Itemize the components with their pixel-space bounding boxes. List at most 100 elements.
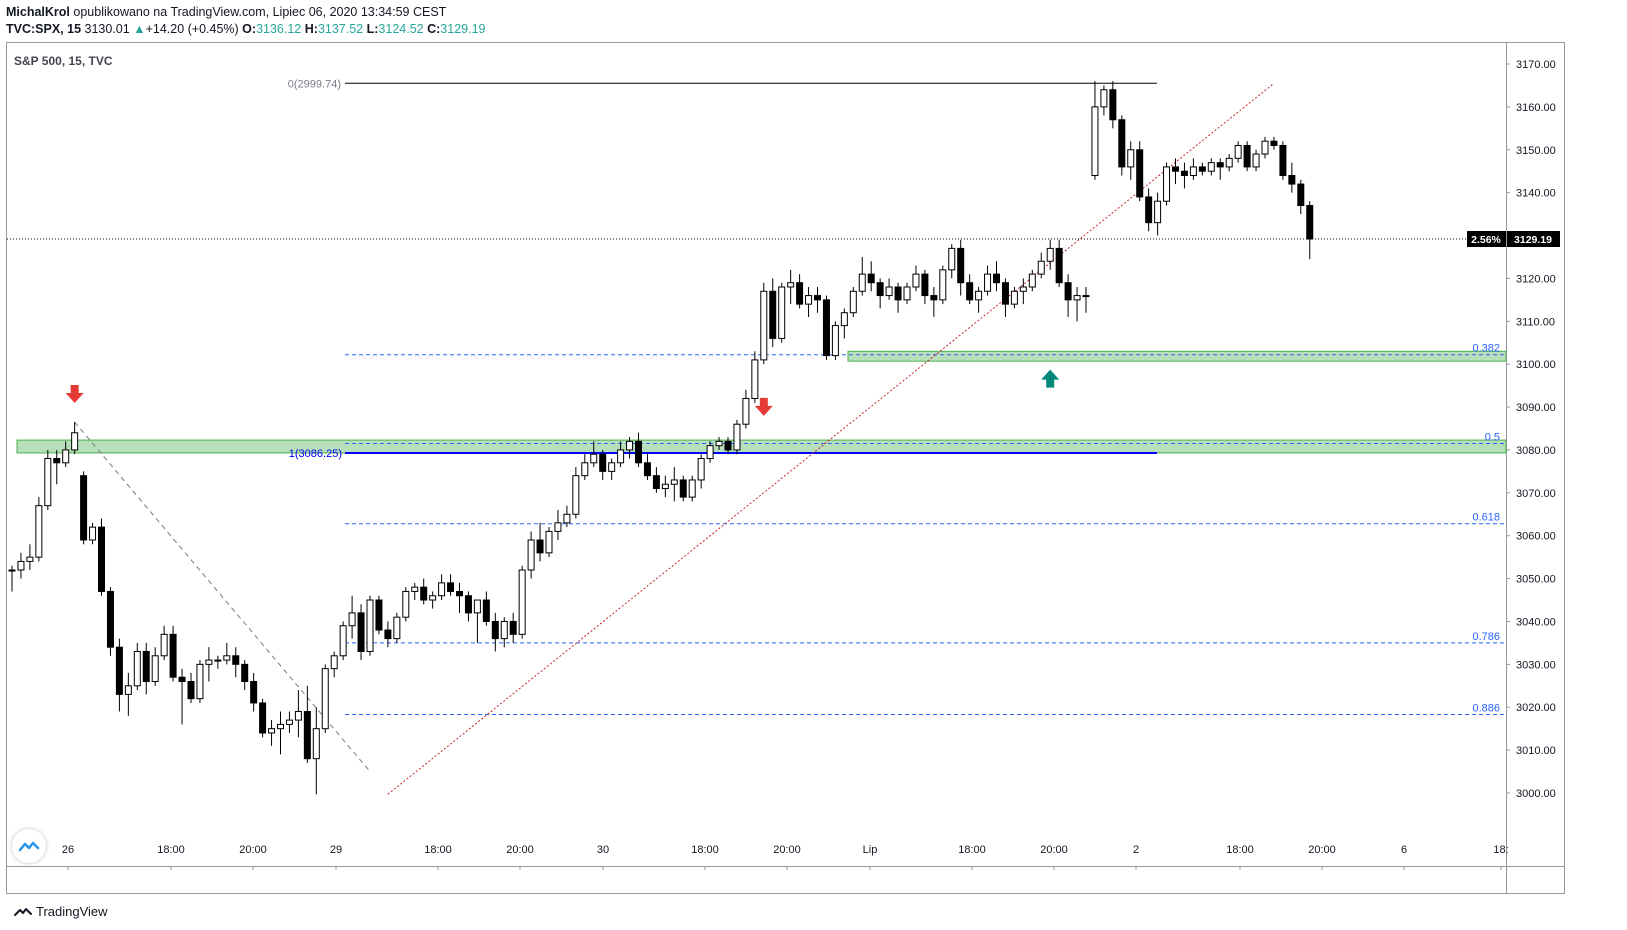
time-tick-label: 18:00 <box>958 844 986 856</box>
candle-body <box>760 290 768 361</box>
arrow-up-icon <box>1041 369 1060 388</box>
time-tick-label: 20:00 <box>1308 844 1336 856</box>
price-tick-label: 3010.00 <box>1516 745 1556 757</box>
candle-body <box>724 440 732 451</box>
candle <box>545 527 553 558</box>
candle-body <box>545 530 553 554</box>
arrow-down-icon <box>754 397 773 416</box>
candle <box>464 591 472 622</box>
candle <box>447 574 455 596</box>
candle-body <box>563 513 571 524</box>
time-tick-label: 18:00 <box>691 844 719 856</box>
candle <box>384 621 392 648</box>
candle <box>1234 141 1242 163</box>
candle <box>626 437 634 459</box>
candle-body <box>196 663 204 700</box>
candle-body <box>142 650 150 683</box>
candle-body <box>1001 282 1009 305</box>
time-tick-label: 18: <box>1493 844 1508 856</box>
price-tick-label: 3070.00 <box>1516 488 1556 500</box>
candle-body <box>464 595 472 614</box>
candle <box>482 591 490 626</box>
candle <box>894 282 902 313</box>
open-label: O: <box>242 22 257 36</box>
trend-lines[interactable] <box>74 82 1275 795</box>
price-tick-label: 3060.00 <box>1516 531 1556 543</box>
candle-body <box>89 526 97 541</box>
candle <box>733 419 741 455</box>
candle <box>106 587 114 656</box>
author-name[interactable]: MichalKrol <box>6 5 70 19</box>
chart-frame <box>6 42 1565 894</box>
candle <box>169 625 177 682</box>
candle-body <box>268 728 276 734</box>
candle <box>706 441 714 463</box>
time-axis[interactable]: 26 18:00 20:00 29 18:00 20:00 30 18:00 20:00 Lip 1… <box>62 844 1509 870</box>
arrow-down-icon <box>65 385 84 404</box>
price-value-badge <box>1507 231 1560 248</box>
candle-body <box>500 620 508 640</box>
candle <box>1297 179 1305 215</box>
tradingview-badge-icon[interactable] <box>12 829 46 863</box>
candle <box>742 389 750 429</box>
candles <box>8 81 1314 795</box>
candle <box>1001 278 1009 318</box>
candle-body <box>796 282 804 305</box>
candle-body <box>115 646 123 695</box>
candle <box>724 437 732 455</box>
candle-body <box>277 723 284 730</box>
candle <box>1279 141 1287 180</box>
candle-body <box>312 728 320 760</box>
candle-body <box>1234 144 1242 159</box>
candle-body <box>133 650 141 687</box>
candle-body <box>939 269 947 301</box>
candle <box>652 467 660 493</box>
candle-body <box>554 522 562 532</box>
candle <box>1100 85 1108 116</box>
candle <box>196 660 204 703</box>
candle-body <box>106 590 114 648</box>
candle-body <box>35 505 43 558</box>
candle-body <box>778 286 786 339</box>
candle-body <box>626 440 634 451</box>
fib-level-label: 0.618 <box>1472 512 1500 524</box>
close-value: 3129.19 <box>440 22 486 36</box>
candle <box>760 282 768 365</box>
support-zone <box>16 439 1507 454</box>
time-tick-label: 18:00 <box>424 844 452 856</box>
time-tick-label: Lip <box>863 844 878 856</box>
candle <box>339 621 347 661</box>
candle <box>1073 286 1081 322</box>
candle <box>849 286 857 318</box>
candle-body <box>71 432 79 451</box>
candle <box>402 587 410 622</box>
candle-body <box>885 286 893 297</box>
footer-brand[interactable]: TradingView <box>14 904 108 919</box>
fibonacci-retracement[interactable]: 0(2999.74) 0.382 0.5 0.618 0.786 0.886 1(3086.… <box>288 78 1506 716</box>
candle-body <box>581 462 589 477</box>
price-percent-label: 2.56% <box>1471 234 1501 246</box>
time-tick-label: 20:00 <box>1040 844 1068 856</box>
candle-body <box>1109 89 1117 121</box>
candle-body <box>590 453 598 464</box>
candle-body <box>509 620 517 635</box>
candle <box>805 286 813 318</box>
current-price: 2.56% 3129.19 <box>7 231 1560 248</box>
price-axis[interactable]: 3000.00 3010.00 3020.00 3030.00 3040.00 3050.… <box>1506 59 1556 800</box>
candle <box>178 668 186 725</box>
candle <box>8 565 16 592</box>
candle-body <box>482 599 490 622</box>
candle-body <box>17 560 25 571</box>
candle-body <box>294 711 302 721</box>
candle-body <box>321 668 329 730</box>
symbol-label: TVC:SPX, 15 <box>6 22 82 36</box>
candle-body <box>259 702 267 734</box>
candle <box>787 269 795 305</box>
candle-body <box>178 676 186 683</box>
arrow-markers <box>65 369 1060 416</box>
candle <box>1037 252 1045 279</box>
candle <box>133 642 141 691</box>
candle <box>348 595 356 639</box>
candle-body <box>661 483 669 490</box>
